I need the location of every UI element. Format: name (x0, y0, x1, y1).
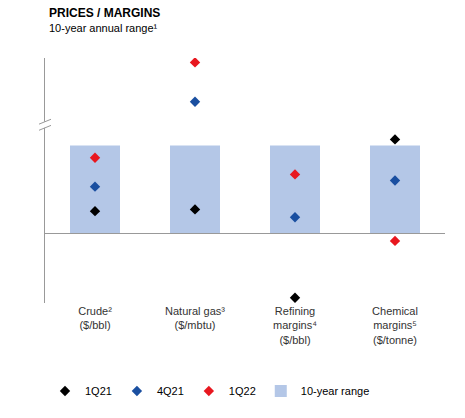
svg-text:Crude²($/bbl): Crude²($/bbl) (78, 305, 112, 331)
svg-text:PRICES / MARGINS10-year annual: PRICES / MARGINS10-year annual range¹ (49, 6, 160, 35)
svg-text:Chemicalmargins⁵($/tonne): Chemicalmargins⁵($/tonne) (372, 305, 418, 346)
svg-text:10-year range: 10-year range (301, 385, 370, 397)
svg-text:1Q21: 1Q21 (85, 385, 112, 397)
svg-text:1Q22: 1Q22 (229, 385, 256, 397)
svg-text:Refiningmargins⁴($/bbl): Refiningmargins⁴($/bbl) (273, 305, 317, 346)
svg-text:4Q21: 4Q21 (157, 385, 184, 397)
svg-text:Natural gas³($/mbtu): Natural gas³($/mbtu) (165, 305, 225, 331)
